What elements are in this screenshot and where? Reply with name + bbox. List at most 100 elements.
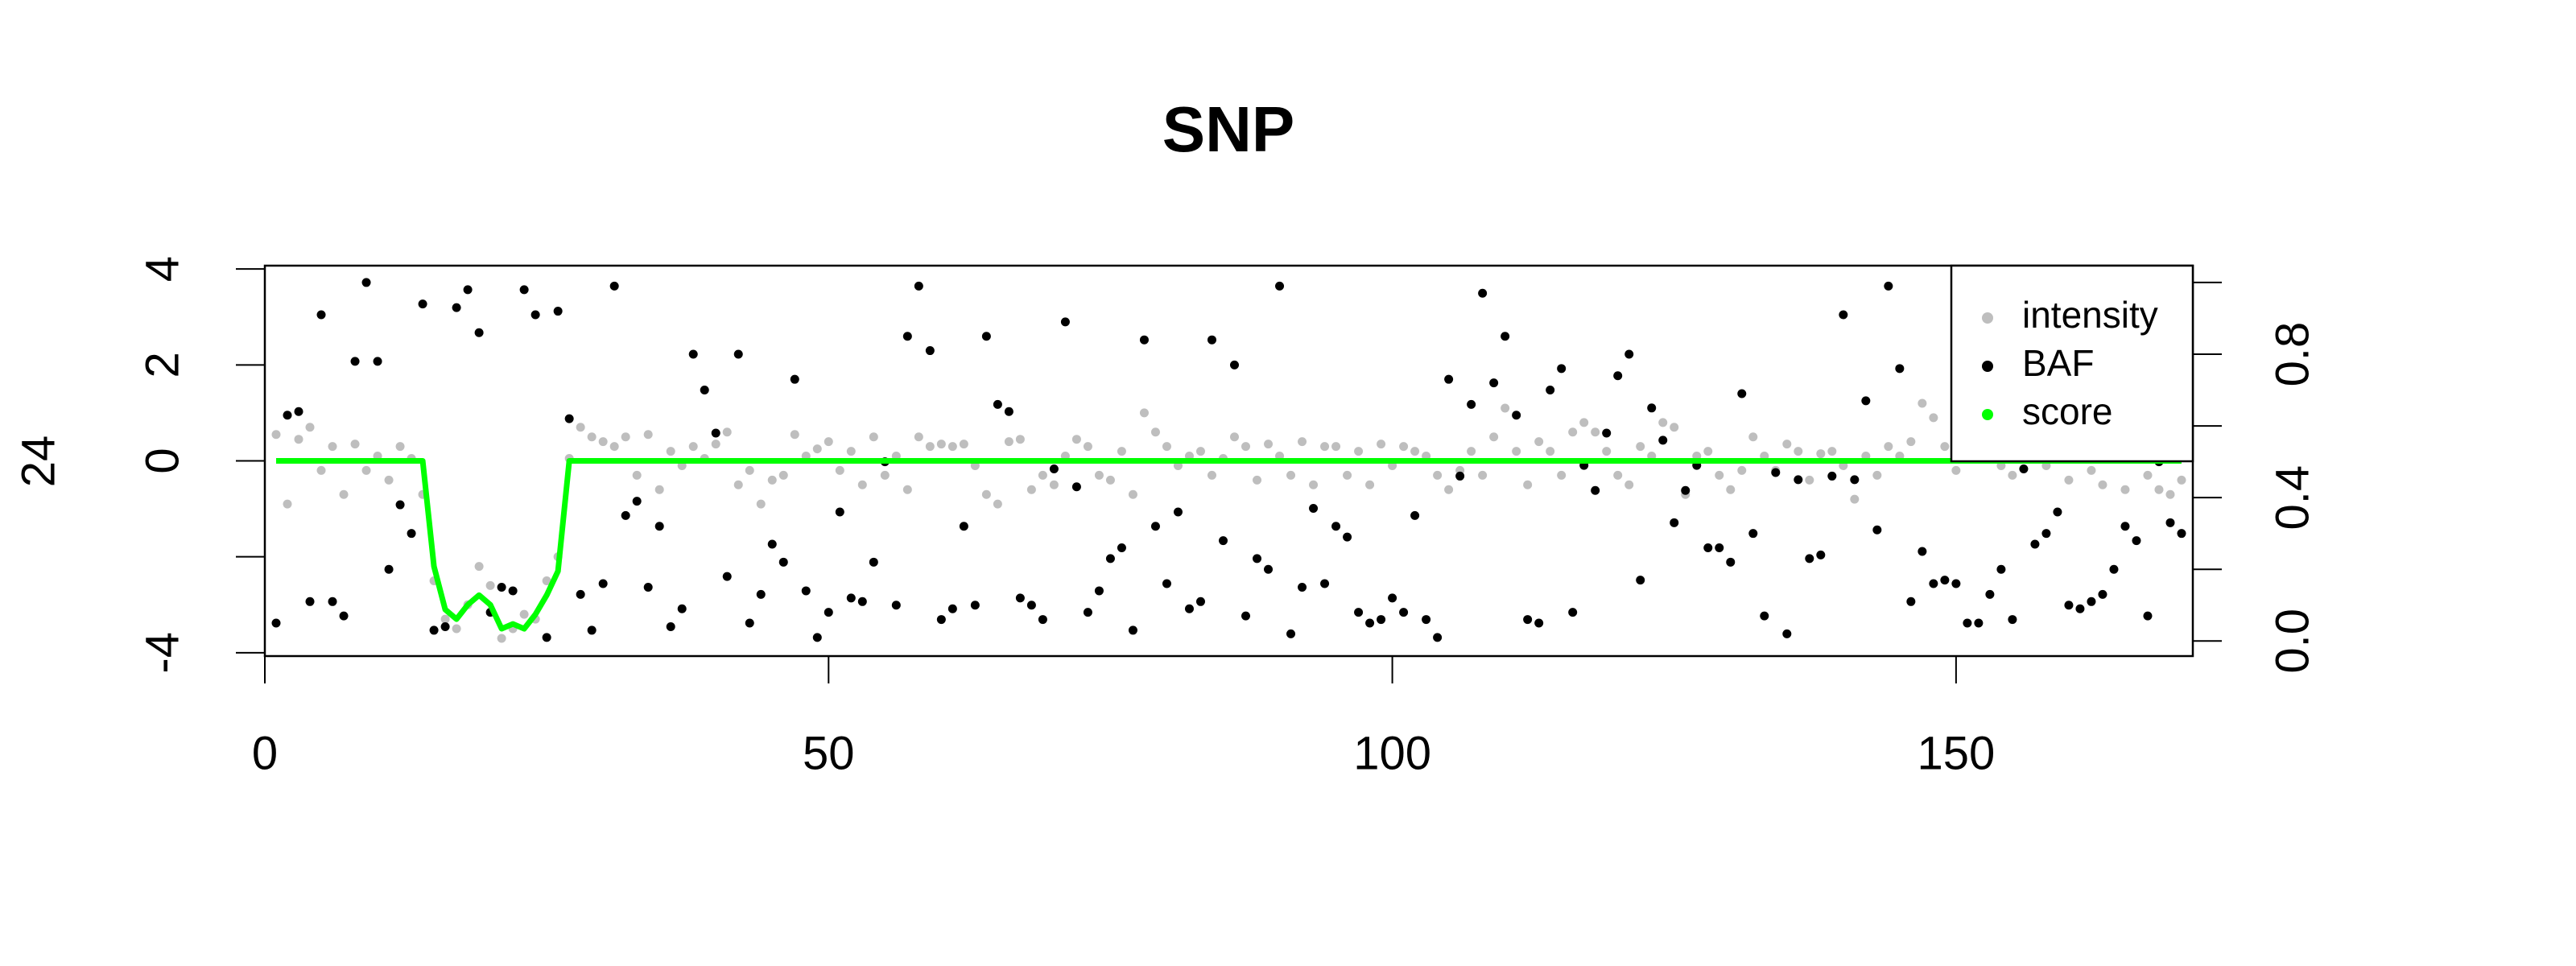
point	[1444, 485, 1454, 494]
point	[1512, 447, 1521, 456]
point	[1748, 432, 1758, 442]
point	[1523, 480, 1533, 489]
point	[993, 399, 1002, 409]
point	[1489, 378, 1499, 388]
point	[1579, 418, 1589, 427]
point	[711, 428, 720, 438]
point	[1613, 371, 1623, 381]
point	[981, 489, 991, 499]
point	[1365, 480, 1375, 489]
point	[339, 611, 349, 621]
point	[395, 442, 405, 452]
point	[1658, 418, 1668, 427]
point	[1918, 398, 1927, 408]
point	[700, 386, 709, 395]
point	[1444, 374, 1454, 384]
point	[283, 499, 292, 509]
point	[1253, 475, 1262, 485]
legend-swatch	[1982, 361, 1993, 372]
point	[1162, 579, 1171, 588]
point	[1624, 349, 1634, 359]
point	[1320, 442, 1330, 452]
point	[869, 432, 878, 442]
point	[1354, 608, 1364, 617]
point	[440, 614, 450, 624]
point	[1827, 447, 1837, 456]
point	[1150, 522, 1160, 531]
point	[1805, 554, 1814, 564]
point	[1591, 427, 1600, 437]
legend-label: BAF	[2022, 342, 2094, 384]
point	[733, 349, 743, 359]
point	[1872, 525, 1882, 535]
point	[2177, 529, 2186, 539]
point	[1128, 625, 1137, 635]
point	[1647, 403, 1657, 413]
point	[1117, 543, 1126, 553]
point	[1083, 608, 1092, 617]
point	[767, 539, 777, 549]
point	[1275, 281, 1285, 291]
point	[271, 618, 281, 628]
point	[519, 285, 529, 295]
point	[745, 465, 754, 475]
point	[1173, 507, 1183, 517]
point	[1286, 470, 1296, 480]
point	[2087, 465, 2096, 475]
point	[2019, 464, 2029, 474]
point	[1467, 399, 1476, 409]
point	[857, 480, 867, 489]
point	[1794, 447, 1803, 456]
point	[1602, 428, 1612, 438]
point	[1703, 447, 1713, 456]
point	[722, 572, 732, 581]
point	[1026, 485, 1036, 494]
point	[407, 529, 416, 539]
point	[2143, 470, 2153, 480]
point	[812, 444, 822, 454]
point	[1703, 543, 1713, 553]
point	[1241, 442, 1251, 452]
point	[1951, 465, 1961, 475]
point	[643, 582, 653, 592]
point	[1354, 447, 1364, 456]
point	[981, 332, 991, 341]
point	[767, 475, 777, 485]
point	[1861, 396, 1871, 406]
point	[609, 442, 619, 452]
point	[1309, 504, 1319, 514]
point	[542, 633, 551, 642]
point	[677, 604, 687, 613]
point	[1568, 608, 1578, 617]
point	[1546, 447, 1555, 456]
point	[1940, 442, 1950, 452]
point	[508, 586, 518, 596]
point	[812, 633, 822, 642]
x-tick-label: 100	[1353, 727, 1431, 779]
point	[1060, 317, 1070, 327]
point	[902, 332, 912, 341]
point	[1906, 597, 1916, 606]
point	[643, 430, 653, 440]
point	[316, 465, 326, 475]
point	[1624, 480, 1634, 489]
point	[1512, 411, 1521, 420]
point	[936, 440, 946, 449]
point	[1015, 435, 1025, 444]
point	[1726, 485, 1736, 494]
point	[1230, 432, 1240, 442]
point	[914, 432, 923, 442]
point	[1546, 386, 1555, 395]
point	[1929, 579, 1938, 588]
point	[2165, 489, 2175, 499]
point	[384, 475, 394, 485]
point	[1343, 470, 1352, 480]
point	[2120, 485, 2130, 494]
point	[418, 299, 427, 309]
point	[1467, 447, 1476, 456]
point	[1489, 432, 1499, 442]
point	[2098, 589, 2107, 599]
point	[598, 579, 608, 588]
point	[1399, 608, 1409, 617]
point	[1872, 470, 1882, 480]
